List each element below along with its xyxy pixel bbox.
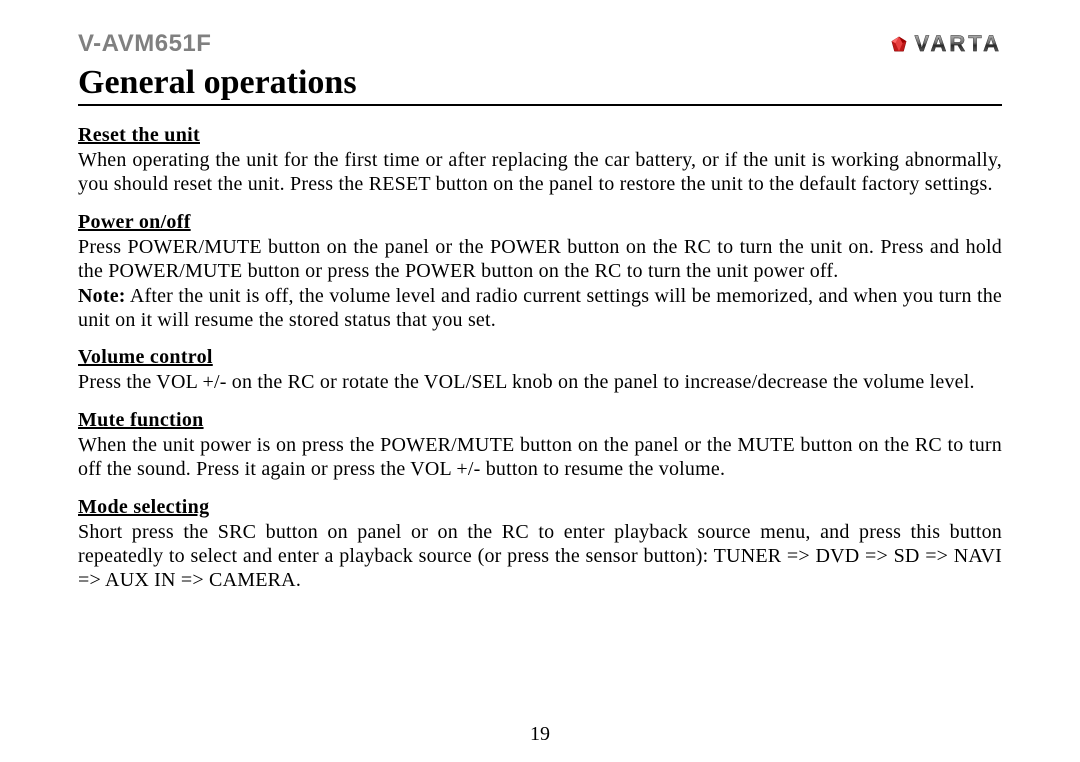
manual-page: V-AVM651F VARTA General operations Reset… xyxy=(0,0,1080,762)
gem-icon xyxy=(890,35,908,53)
body-power: Press POWER/MUTE button on the panel or … xyxy=(78,235,1002,333)
heading-mute: Mute function xyxy=(78,409,1002,432)
body-mute: When the unit power is on press the POWE… xyxy=(78,433,1002,482)
heading-reset: Reset the unit xyxy=(78,124,1002,147)
heading-mode: Mode selecting xyxy=(78,496,1002,519)
body-reset: When operating the unit for the first ti… xyxy=(78,148,1002,197)
body-power-a: Press POWER/MUTE button on the panel or … xyxy=(78,236,1002,282)
heading-power: Power on/off xyxy=(78,211,1002,234)
page-title: General operations xyxy=(78,64,1002,102)
page-number: 19 xyxy=(0,723,1080,746)
brand-logo-text: VARTA xyxy=(914,31,1002,57)
body-power-b: After the unit is off, the volume level … xyxy=(78,285,1002,331)
model-number: V-AVM651F xyxy=(78,30,211,58)
heading-volume: Volume control xyxy=(78,346,1002,369)
body-volume: Press the VOL +/- on the RC or rotate th… xyxy=(78,370,1002,394)
body-mode: Short press the SRC button on panel or o… xyxy=(78,520,1002,593)
note-label: Note: xyxy=(78,285,126,307)
title-rule xyxy=(78,104,1002,106)
brand-logo: VARTA xyxy=(890,31,1002,57)
page-header: V-AVM651F VARTA xyxy=(78,30,1002,58)
